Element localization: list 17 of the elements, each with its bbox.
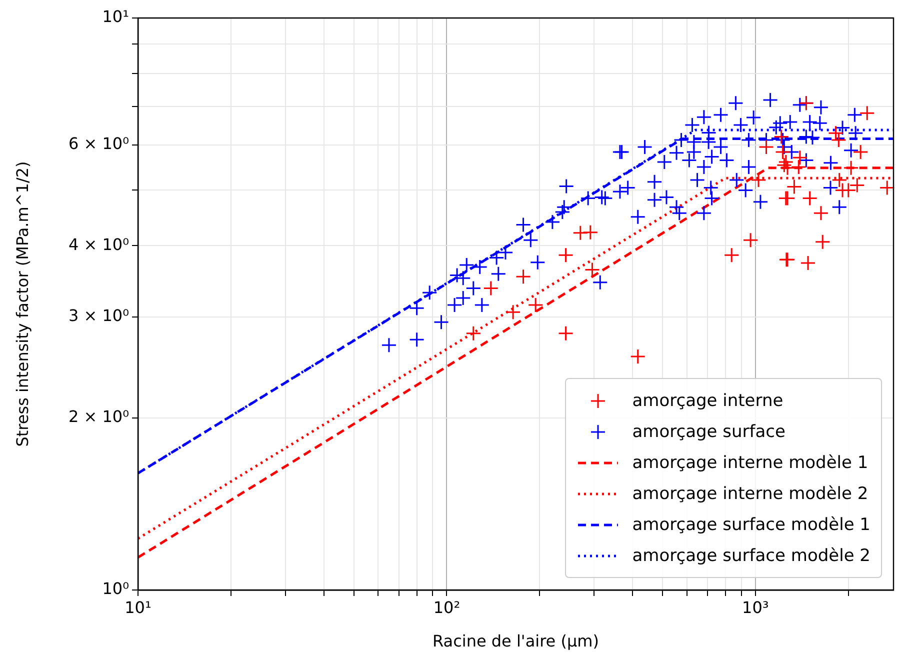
legend-label: amorçage surface	[632, 422, 786, 442]
y-tick-label: 6 × 10⁰	[68, 134, 129, 154]
x-tick-label: 10¹	[124, 598, 152, 617]
y-tick-label: 10¹	[102, 7, 129, 26]
legend-label: amorçage surface modèle 2	[632, 546, 870, 566]
y-tick-label: 3 × 10⁰	[68, 306, 129, 326]
y-tick-label: 2 × 10⁰	[68, 406, 129, 426]
x-tick-label: 10³	[742, 598, 769, 617]
x-axis-title: Racine de l'aire (µm)	[432, 632, 599, 651]
legend-label: amorçage surface modèle 1	[632, 514, 870, 534]
legend-label: amorçage interne modèle 2	[632, 484, 868, 504]
y-axis-title: Stress intensity factor (MPa.m^1/2)	[12, 161, 32, 447]
legend-label: amorçage interne	[632, 390, 784, 410]
x-tick-label: 10²	[433, 598, 460, 617]
y-tick-label: 10⁰	[102, 579, 129, 598]
legend-label: amorçage interne modèle 1	[632, 452, 868, 472]
y-tick-label: 4 × 10⁰	[68, 234, 129, 254]
